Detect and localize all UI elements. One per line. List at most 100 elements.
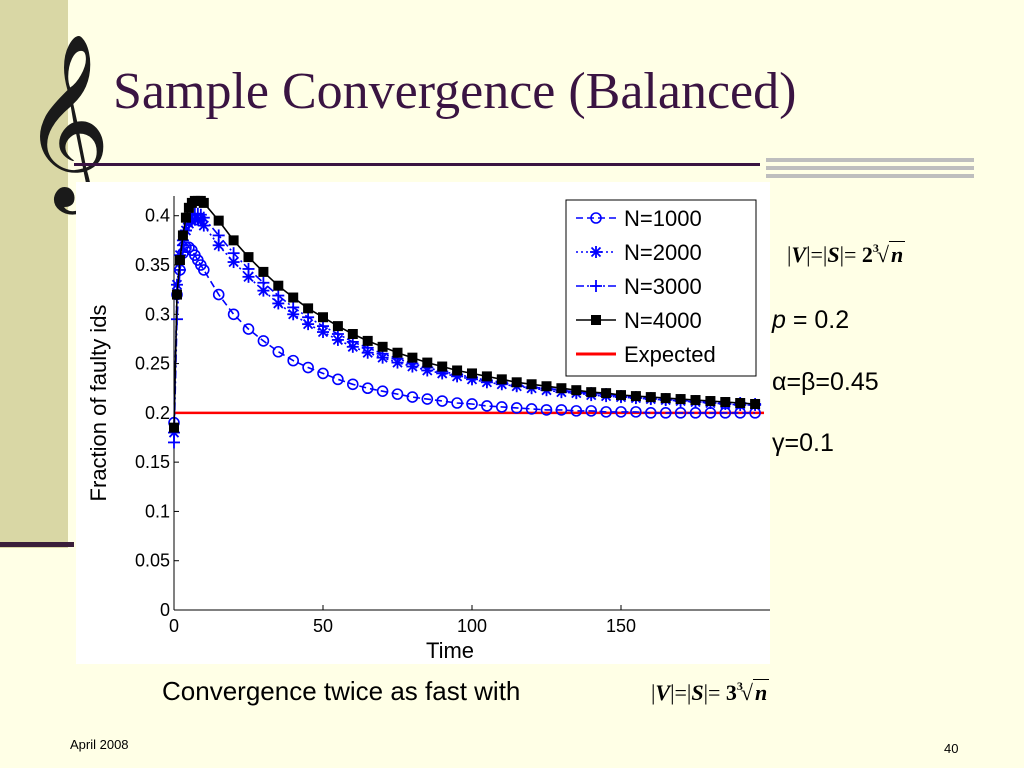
data-point-n-1000 bbox=[183, 241, 195, 254]
data-point-n-4000 bbox=[407, 352, 418, 363]
data-point-n-1000 bbox=[570, 405, 583, 417]
asterisk-stroke bbox=[288, 309, 299, 320]
legend: N=1000 N=2000 N=3000 N=4000 Expected bbox=[565, 199, 757, 377]
slide-title: Sample Convergence (Balanced) bbox=[113, 63, 797, 120]
treble-clef-icon: 𝄞 bbox=[22, 33, 111, 207]
data-point-n-4000 bbox=[467, 368, 477, 379]
data-point-n-4000 bbox=[511, 377, 522, 388]
decorative-bars bbox=[766, 158, 974, 182]
data-point-n-4000 bbox=[273, 280, 284, 291]
data-point-n-1000 bbox=[227, 308, 240, 321]
asterisk-stroke bbox=[243, 271, 254, 282]
data-point-n-1000 bbox=[644, 407, 657, 419]
data-point-n-1000 bbox=[510, 402, 523, 414]
data-point-n-1000 bbox=[659, 407, 672, 419]
y-tick-label: 0.05 bbox=[135, 551, 170, 571]
param-p: p = 0.2 bbox=[772, 306, 850, 334]
data-point-n-1000 bbox=[540, 404, 553, 416]
data-point-n-4000 bbox=[586, 387, 597, 398]
series-line-n-1000 bbox=[173, 246, 756, 423]
data-point-n-4000 bbox=[377, 341, 388, 352]
data-point-n-3000 bbox=[257, 276, 270, 289]
data-point-n-4000 bbox=[258, 266, 269, 277]
legend-marker-n-4000 bbox=[591, 315, 601, 325]
data-point-n-4000 bbox=[347, 329, 358, 339]
data-point-n-4000 bbox=[735, 398, 746, 408]
data-point-n-4000 bbox=[198, 197, 209, 208]
convergence-chart: 0 50 100 150 0 0.05 0.1 0.15 0.2 0.25 0.3 0.35 0.4 Ti… bbox=[86, 195, 770, 663]
series-n-4000 bbox=[169, 195, 761, 433]
y-tick-label: 0 bbox=[160, 600, 170, 620]
legend-marker-n-1000 bbox=[590, 212, 602, 224]
data-point-n-4000 bbox=[660, 393, 671, 404]
data-point-n-4000 bbox=[705, 396, 716, 407]
legend-label-n-2000: N=2000 bbox=[624, 240, 702, 265]
title-underline bbox=[74, 163, 760, 166]
data-point-n-1000 bbox=[287, 354, 299, 367]
caption: Convergence twice as fast with bbox=[162, 676, 521, 706]
data-point-n-4000 bbox=[690, 395, 701, 406]
data-point-n-1000 bbox=[555, 404, 568, 416]
asterisk-stroke bbox=[273, 298, 284, 309]
data-point-n-4000 bbox=[332, 321, 343, 332]
plot-panel: 0 50 100 150 0 0.05 0.1 0.15 0.2 0.25 0.3 0.35 0.4 Ti… bbox=[76, 182, 770, 664]
data-point-n-1000 bbox=[302, 361, 314, 374]
data-point-n-4000 bbox=[243, 252, 254, 263]
data-point-n-1000 bbox=[212, 288, 225, 301]
data-point-n-4000 bbox=[213, 215, 224, 226]
data-point-n-2000 bbox=[302, 318, 315, 331]
data-point-n-4000 bbox=[616, 390, 626, 401]
data-point-n-1000 bbox=[615, 406, 627, 418]
page-number: 40 bbox=[944, 741, 959, 756]
x-axis-label: Time bbox=[426, 638, 474, 663]
data-point-n-4000 bbox=[481, 371, 492, 382]
legend-marker-n-2000 bbox=[590, 246, 602, 258]
data-point-n-1000 bbox=[630, 406, 642, 418]
y-tick-label: 0.15 bbox=[135, 452, 170, 472]
data-point-n-1000 bbox=[421, 393, 434, 405]
data-point-n-4000 bbox=[720, 397, 731, 408]
asterisk-stroke bbox=[198, 220, 209, 231]
legend-label-n-1000: N=1000 bbox=[624, 206, 702, 231]
data-point-n-1000 bbox=[436, 395, 449, 407]
data-point-n-4000 bbox=[437, 361, 448, 372]
data-point-n-1000 bbox=[317, 367, 329, 380]
data-point-n-4000 bbox=[228, 235, 239, 246]
data-point-n-4000 bbox=[422, 357, 433, 368]
footer-date: April 2008 bbox=[70, 737, 129, 752]
y-axis-label: Fraction of faulty ids bbox=[86, 305, 111, 502]
data-point-n-1000 bbox=[481, 400, 493, 412]
data-point-n-3000 bbox=[242, 262, 255, 275]
param-gamma: γ=0.1 bbox=[772, 429, 834, 457]
data-point-n-2000 bbox=[257, 284, 270, 297]
legend-marker-n-3000 bbox=[590, 280, 602, 292]
data-point-n-1000 bbox=[674, 407, 687, 419]
data-point-n-1000 bbox=[406, 391, 419, 403]
legend-label-expected: Expected bbox=[624, 342, 716, 367]
asterisk-stroke bbox=[258, 285, 269, 296]
data-point-n-1000 bbox=[451, 397, 463, 409]
data-point-n-4000 bbox=[675, 394, 686, 405]
asterisk-stroke bbox=[228, 256, 239, 268]
formula-v-s-2-cuberoot-n: |V|=|S|= 23√n bbox=[787, 241, 906, 267]
data-point-n-1000 bbox=[272, 345, 285, 358]
data-point-n-1000 bbox=[242, 323, 255, 335]
legend-label-n-4000: N=4000 bbox=[624, 308, 702, 333]
data-point-n-4000 bbox=[526, 379, 537, 390]
data-point-n-4000 bbox=[496, 374, 507, 385]
x-tick-label: 150 bbox=[606, 616, 636, 636]
data-point-n-3000 bbox=[272, 289, 285, 302]
y-tick-label: 0.35 bbox=[135, 255, 170, 275]
data-point-n-1000 bbox=[346, 378, 359, 391]
y-tick-label: 0.25 bbox=[135, 354, 170, 374]
asterisk-stroke bbox=[302, 319, 314, 330]
x-tick-label: 100 bbox=[457, 616, 487, 636]
data-point-n-3000 bbox=[197, 211, 210, 224]
data-point-n-4000 bbox=[392, 347, 403, 358]
data-point-n-3000 bbox=[194, 208, 207, 221]
data-point-n-4000 bbox=[556, 383, 567, 394]
x-tick-label: 50 bbox=[313, 616, 333, 636]
formula-v-s-3-cuberoot-n: |V|=|S|= 33√n bbox=[651, 679, 770, 705]
y-tick-label: 0.1 bbox=[145, 501, 170, 521]
left-decorative-band bbox=[0, 0, 68, 548]
